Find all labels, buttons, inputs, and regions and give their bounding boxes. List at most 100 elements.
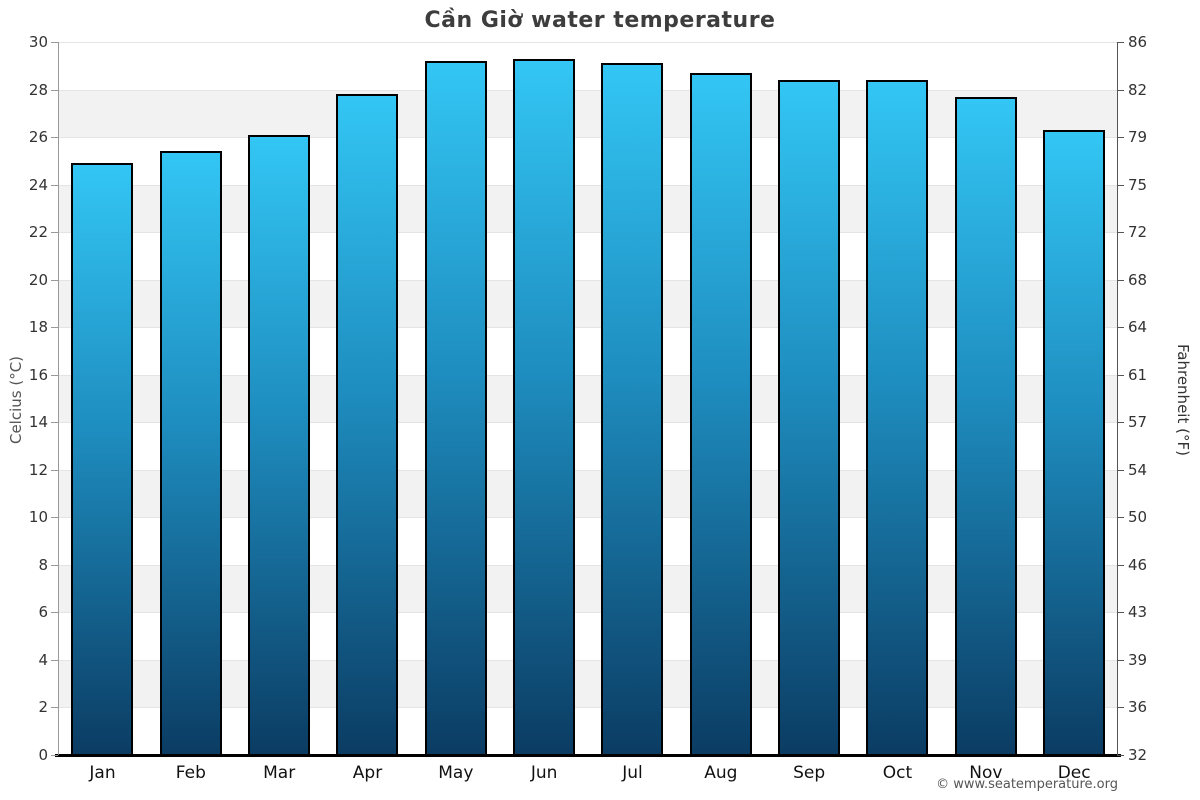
plot-band [58, 564, 1118, 613]
y-tick-mark [1117, 517, 1124, 519]
y-tick-mark [1117, 42, 1124, 43]
plot-band [58, 517, 1118, 565]
x-tick-jul: Jul [622, 763, 643, 783]
bar-jun [512, 58, 575, 755]
y-tick-mark [1117, 232, 1124, 234]
plot-band [58, 659, 1118, 708]
y-tick-celsius-24: 24 [28, 175, 48, 194]
y-axis-line-left [58, 42, 59, 755]
x-tick-jan: Jan [89, 763, 116, 783]
y-tick-fahrenheit-54: 54 [1128, 460, 1148, 479]
bar-feb [159, 151, 222, 755]
y-tick-celsius-20: 20 [28, 270, 48, 289]
y-tick-celsius-18: 18 [28, 318, 48, 337]
y-tick-mark [51, 327, 58, 329]
y-tick-celsius-2: 2 [38, 698, 48, 717]
plot-band [58, 279, 1118, 328]
plot-band [58, 184, 1118, 233]
x-tick-aug: Aug [704, 763, 738, 783]
y-tick-mark [51, 707, 58, 709]
x-tick-dec: Dec [1057, 763, 1091, 783]
y-tick-fahrenheit-36: 36 [1128, 698, 1148, 717]
y-tick-mark [1117, 89, 1124, 91]
y-tick-mark [51, 232, 58, 234]
chart-title: Cần Giờ water temperature [424, 8, 776, 33]
y-tick-fahrenheit-68: 68 [1128, 270, 1148, 289]
y-tick-fahrenheit-61: 61 [1128, 365, 1148, 384]
y-tick-mark [51, 184, 58, 186]
y-axis-title-fahrenheit: Fahrenheit (°F) [1174, 344, 1192, 456]
y-tick-fahrenheit-82: 82 [1128, 80, 1148, 99]
y-tick-fahrenheit-43: 43 [1128, 603, 1148, 622]
y-tick-fahrenheit-72: 72 [1128, 223, 1148, 242]
bar-nov [954, 96, 1017, 755]
x-axis-baseline [55, 754, 1121, 757]
y-tick-celsius-22: 22 [28, 223, 48, 242]
y-tick-fahrenheit-75: 75 [1128, 175, 1148, 194]
y-tick-celsius-26: 26 [28, 128, 48, 147]
y-tick-mark [1117, 137, 1124, 139]
x-tick-nov: Nov [969, 763, 1003, 783]
plot-band [58, 42, 1118, 90]
y-tick-mark [51, 659, 58, 661]
y-tick-mark [1117, 374, 1124, 376]
bar-oct [866, 80, 929, 755]
y-tick-fahrenheit-79: 79 [1128, 128, 1148, 147]
y-tick-mark [51, 564, 58, 566]
y-tick-mark [1117, 707, 1124, 709]
y-axis-line-right [1117, 42, 1118, 755]
y-tick-mark [1117, 755, 1124, 756]
y-tick-celsius-30: 30 [28, 33, 48, 51]
y-tick-mark [1117, 422, 1124, 424]
y-tick-mark [51, 279, 58, 281]
bar-sep [777, 80, 840, 755]
x-tick-may: May [438, 763, 474, 783]
bar-jul [601, 63, 664, 755]
plot-band [58, 89, 1118, 138]
x-tick-apr: Apr [352, 763, 383, 783]
y-tick-fahrenheit-50: 50 [1128, 508, 1148, 527]
y-tick-mark [1117, 469, 1124, 471]
x-tick-feb: Feb [175, 763, 206, 783]
plot-area [58, 42, 1118, 755]
y-tick-mark [1117, 659, 1124, 661]
plot-band [58, 469, 1118, 518]
x-tick-oct: Oct [882, 763, 913, 783]
y-tick-celsius-6: 6 [38, 603, 48, 622]
bar-may [424, 61, 487, 755]
y-tick-celsius-10: 10 [28, 508, 48, 527]
y-tick-mark [51, 374, 58, 376]
y-tick-celsius-0: 0 [38, 746, 48, 764]
y-tick-mark [1117, 184, 1124, 186]
plot-band [58, 422, 1118, 470]
bar-mar [247, 134, 310, 755]
y-tick-mark [51, 137, 58, 139]
y-tick-celsius-28: 28 [28, 80, 48, 99]
y-tick-mark [51, 89, 58, 91]
y-tick-fahrenheit-57: 57 [1128, 413, 1148, 432]
bar-dec [1042, 129, 1105, 755]
y-tick-mark [51, 612, 58, 614]
y-tick-mark [51, 755, 58, 756]
y-tick-mark [51, 422, 58, 424]
y-tick-fahrenheit-32: 32 [1128, 746, 1148, 764]
y-tick-mark [51, 42, 58, 43]
bar-aug [689, 72, 752, 755]
y-tick-mark [51, 469, 58, 471]
y-tick-celsius-16: 16 [28, 365, 48, 384]
plot-band [58, 374, 1118, 423]
y-tick-celsius-4: 4 [38, 650, 48, 669]
y-tick-mark [1117, 564, 1124, 566]
y-tick-mark [1117, 327, 1124, 329]
bar-apr [336, 94, 399, 755]
y-tick-mark [1117, 279, 1124, 281]
y-tick-celsius-14: 14 [28, 413, 48, 432]
y-tick-fahrenheit-64: 64 [1128, 318, 1148, 337]
plot-band [58, 707, 1118, 755]
y-tick-fahrenheit-46: 46 [1128, 555, 1148, 574]
attribution-text: © www.seatemperature.org [936, 777, 1118, 792]
plot-band [58, 137, 1118, 185]
x-tick-jun: Jun [530, 763, 558, 783]
y-tick-mark [51, 517, 58, 519]
